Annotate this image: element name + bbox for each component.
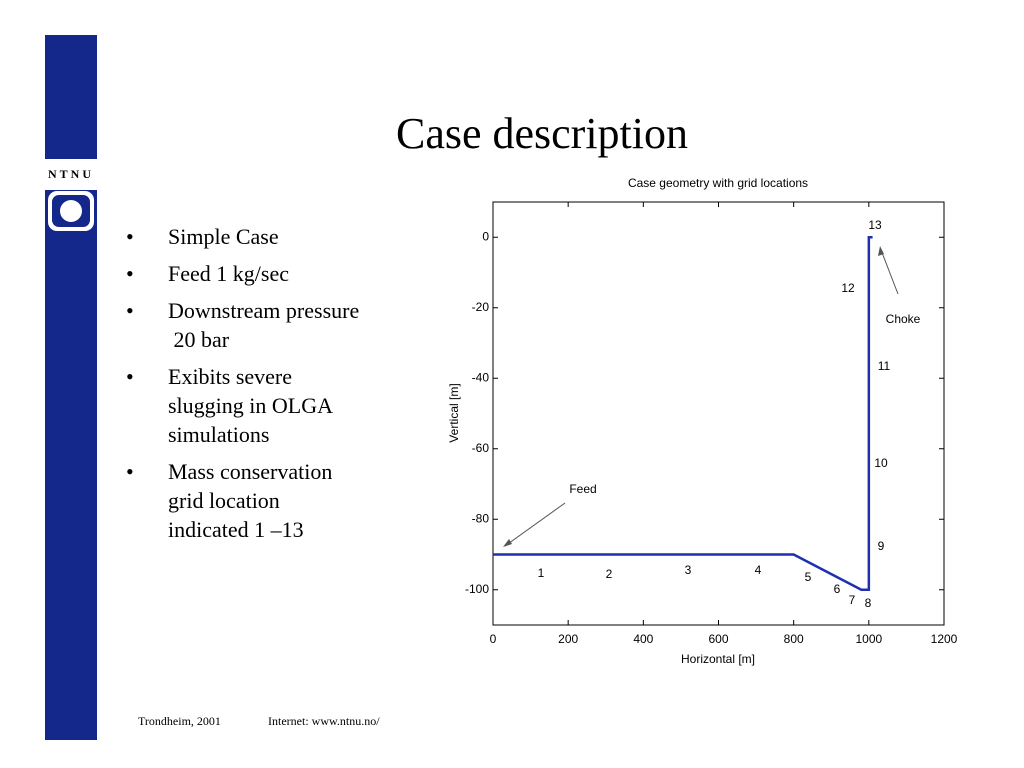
x-tick-label: 0 (490, 632, 497, 646)
footer-text: Trondheim, 2001 (138, 714, 221, 728)
annotation: Feed (569, 482, 596, 496)
chart-title: Case geometry with grid locations (628, 176, 808, 190)
grid-label: 12 (841, 281, 855, 295)
grid-label: 2 (606, 567, 613, 581)
bullet-line: Exibits severe (168, 364, 293, 389)
x-tick-label: 800 (784, 632, 804, 646)
footer-text: Internet: www.ntnu.no/ (268, 714, 380, 728)
grid-label: 11 (878, 359, 891, 373)
logo-circle (60, 200, 82, 222)
arrow-head (878, 246, 884, 256)
bullet-item: • Exibits severe slugging in OLGA simulatio… (126, 362, 426, 449)
bullet-dot: • (126, 261, 134, 286)
bullet-dot: • (126, 224, 134, 249)
y-tick-label: -40 (472, 370, 490, 384)
grid-label: 9 (878, 539, 885, 553)
sidebar (45, 35, 97, 159)
y-tick-label: -80 (472, 511, 490, 525)
x-tick-label: 1000 (855, 632, 882, 646)
y-tick-label: 0 (482, 229, 489, 243)
bullet-item: • Mass conservation grid location indicated… (126, 457, 426, 544)
x-axis-label: Horizontal [m] (681, 652, 755, 666)
slide-title: Case description (395, 109, 689, 158)
annotation-arrow (880, 249, 899, 295)
line (493, 236, 873, 591)
x-tick-label: 1200 (931, 632, 958, 646)
bullet-dot: • (126, 364, 134, 389)
bullet-item: • Simple Case (126, 222, 426, 251)
x-tick-label: 600 (708, 632, 728, 646)
grid-label: 5 (805, 570, 812, 584)
bullet-dot: • (126, 298, 134, 323)
bullet-item: • Downstream pressure 20 bar (126, 296, 426, 354)
grid-label: 4 (755, 563, 762, 577)
x-tick-label: 200 (558, 632, 578, 646)
bullet-line: 20 bar (168, 327, 230, 352)
bullet-line: Feed 1 kg/sec (168, 261, 289, 286)
bullet-line: Downstream pressure (168, 298, 360, 323)
grid-label: 6 (834, 582, 841, 596)
bullet-line: simulations (168, 422, 270, 447)
y-tick-label: -60 (472, 441, 490, 455)
grid-label: 7 (849, 593, 856, 607)
bullet-line: indicated 1 –13 (168, 517, 304, 542)
plot-area (492, 201, 945, 626)
bullet-line: Simple Case (168, 224, 279, 249)
grid-label: 10 (874, 456, 888, 470)
grid-label: 8 (865, 596, 872, 610)
grid-label: 13 (868, 218, 882, 232)
annotation: Choke (886, 312, 921, 326)
bullet-line: slugging in OLGA (168, 393, 333, 418)
x-tick-label: 400 (633, 632, 653, 646)
annotation-arrow (504, 502, 566, 547)
bullet-list: • Simple Case • Feed 1 kg/sec • Downstream pr… (126, 222, 426, 552)
y-axis-label: Vertical [m] (447, 383, 461, 442)
sidebar (45, 190, 97, 740)
grid-label: 1 (538, 566, 545, 580)
logo-text: NTNU (48, 167, 94, 181)
bullet-item: • Feed 1 kg/sec (126, 259, 426, 288)
y-tick-label: -100 (465, 582, 489, 596)
bullet-dot: • (126, 459, 134, 484)
bullet-line: Mass conservation (168, 459, 333, 484)
bullet-line: grid location (168, 488, 280, 513)
y-tick-label: -20 (472, 300, 490, 314)
grid-label: 3 (685, 563, 692, 577)
arrow-head (503, 539, 512, 547)
